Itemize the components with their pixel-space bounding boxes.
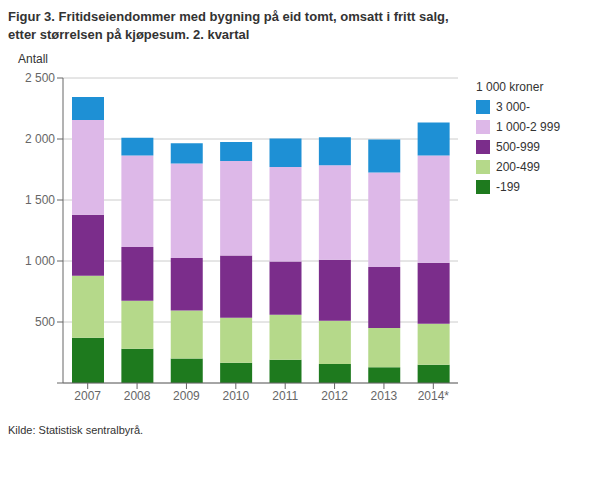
html-text:3 000-: 3 000- <box>496 100 530 114</box>
svg-text:1 000: 1 000 <box>25 254 55 268</box>
html-text:500-999: 500-999 <box>496 140 540 154</box>
html-text:1 000 kroner: 1 000 kroner <box>476 80 544 94</box>
html-text:Figur 3. Fritidseiendommer med: Figur 3. Fritidseiendommer med bygning p… <box>8 9 449 24</box>
html-text:-199: -199 <box>496 180 520 194</box>
svg-text:2010: 2010 <box>222 389 249 403</box>
svg-text:2011: 2011 <box>272 389 298 403</box>
svg-text:1 500: 1 500 <box>25 193 55 207</box>
html-text:200-499: 200-499 <box>496 160 540 174</box>
html-text:1 000-2 999: 1 000-2 999 <box>496 120 561 134</box>
svg-text:500: 500 <box>35 315 55 329</box>
svg-text:2008: 2008 <box>124 389 151 403</box>
svg-text:2012: 2012 <box>321 389 348 403</box>
svg-text:2013: 2013 <box>371 389 398 403</box>
svg-text:2 500: 2 500 <box>25 71 55 85</box>
html-text:Kilde: Statistisk sentralbyrå.: Kilde: Statistisk sentralbyrå. <box>8 424 144 436</box>
svg-text:2 000: 2 000 <box>25 132 55 146</box>
html-text:etter størrelsen på kjøpesum.: etter størrelsen på kjøpesum. 2. kvartal <box>8 27 250 42</box>
svg-text:2014*: 2014* <box>418 389 450 403</box>
html-text:Antall: Antall <box>18 52 48 66</box>
svg-text:2009: 2009 <box>173 389 200 403</box>
svg-text:2007: 2007 <box>74 389 101 403</box>
